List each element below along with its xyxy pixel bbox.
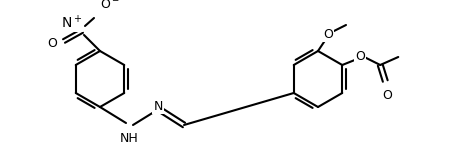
Text: O: O [323,28,333,41]
Text: NH: NH [120,132,138,145]
Text: $\mathregular{O^-}$: $\mathregular{O^-}$ [100,0,120,11]
Text: O: O [47,37,57,49]
Text: O: O [382,89,392,102]
Text: N: N [153,99,162,113]
Text: O: O [355,49,365,62]
Text: $\mathregular{N^+}$: $\mathregular{N^+}$ [61,14,82,31]
